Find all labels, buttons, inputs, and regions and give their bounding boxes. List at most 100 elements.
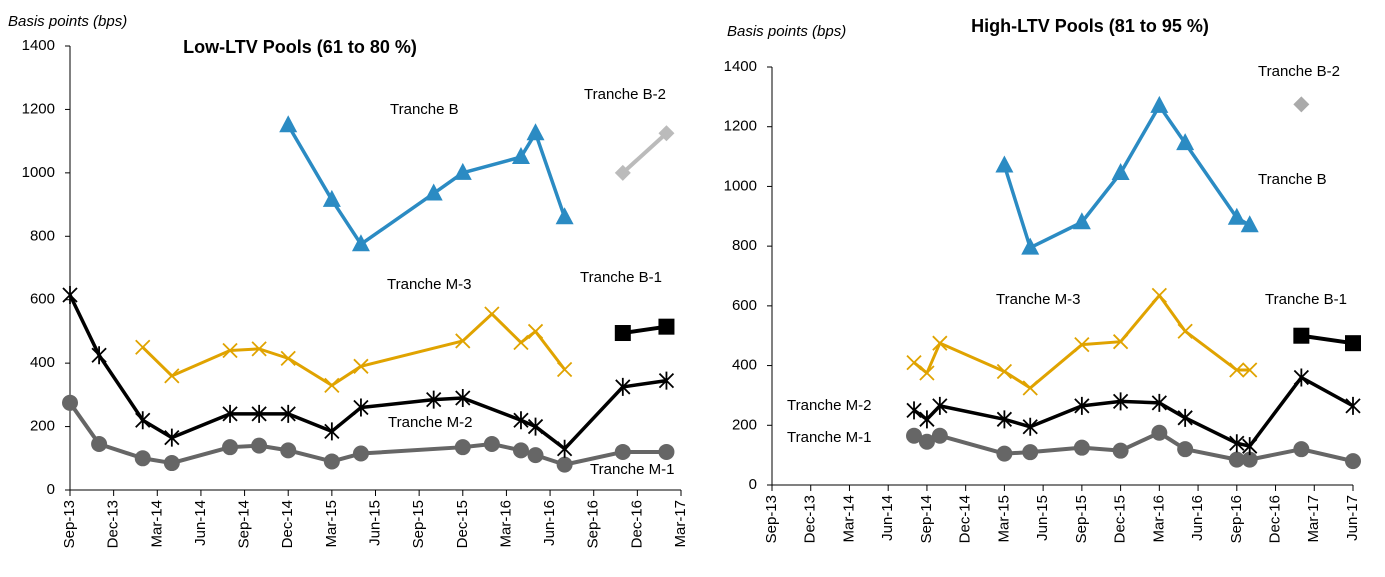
- marker: [1112, 442, 1129, 459]
- marker: [1229, 434, 1245, 453]
- marker: [614, 325, 631, 342]
- marker: [1229, 362, 1245, 378]
- marker: [1022, 417, 1038, 436]
- marker: [527, 447, 544, 464]
- series-label: Tranche B-1: [580, 269, 662, 286]
- marker: [526, 123, 545, 141]
- marker: [1150, 95, 1169, 113]
- x-tick-label: Dec-13: [802, 495, 819, 543]
- marker: [251, 437, 268, 454]
- marker: [906, 354, 922, 371]
- marker: [1242, 362, 1258, 378]
- series-line: [1002, 104, 1251, 250]
- series-label: Tranche B-2: [1258, 63, 1340, 80]
- y-tick-label: 0: [749, 476, 757, 493]
- marker: [251, 404, 267, 423]
- marker: [906, 401, 922, 420]
- x-tick-label: Jun-16: [1189, 495, 1206, 541]
- marker: [1073, 439, 1090, 456]
- marker: [454, 439, 471, 456]
- marker: [1241, 451, 1258, 468]
- marker: [513, 411, 529, 430]
- marker: [556, 439, 573, 458]
- series-line: [913, 293, 1250, 390]
- marker: [1112, 334, 1129, 350]
- x-tick-label: Dec-14: [279, 500, 296, 548]
- marker: [135, 339, 151, 355]
- marker: [1074, 396, 1090, 415]
- marker: [932, 396, 948, 415]
- x-tick-label: Mar-14: [840, 495, 857, 543]
- marker: [164, 428, 180, 447]
- series-line: [68, 294, 667, 451]
- x-tick-label: Dec-15: [454, 500, 471, 548]
- y-tick-label: 200: [30, 418, 55, 435]
- marker: [323, 453, 340, 470]
- marker: [932, 335, 948, 351]
- x-tick-label: Jun-14: [192, 500, 209, 546]
- series-line: [913, 430, 1354, 464]
- marker: [1293, 327, 1310, 344]
- y-tick-label: 1400: [22, 37, 55, 54]
- marker: [353, 358, 369, 374]
- marker: [352, 445, 369, 462]
- marker: [483, 436, 500, 453]
- marker: [322, 189, 341, 207]
- x-tick-label: Sep-15: [410, 500, 427, 548]
- marker: [1177, 408, 1193, 427]
- y-tick-label: 400: [30, 354, 55, 371]
- series-line: [141, 312, 566, 387]
- marker: [658, 318, 675, 335]
- series-label: Tranche M-3: [996, 291, 1080, 308]
- marker: [1112, 392, 1129, 411]
- y-tick-label: 200: [732, 416, 757, 433]
- marker: [1177, 323, 1193, 339]
- series-label: Tranche M-1: [590, 461, 674, 478]
- marker: [1240, 215, 1259, 233]
- marker: [511, 147, 530, 164]
- y-axis-label: Basis points (bps): [8, 13, 127, 30]
- marker: [1345, 453, 1361, 470]
- marker: [555, 207, 574, 225]
- y-tick-label: 1200: [724, 118, 757, 135]
- x-tick-label: Mar-16: [1150, 495, 1167, 543]
- marker: [426, 390, 442, 409]
- marker: [919, 365, 935, 381]
- marker: [424, 183, 443, 201]
- marker: [1022, 444, 1039, 461]
- marker: [279, 115, 298, 133]
- marker: [918, 433, 935, 450]
- marker: [164, 368, 180, 384]
- marker: [353, 398, 369, 417]
- marker: [919, 410, 935, 429]
- marker: [324, 422, 340, 441]
- marker: [455, 333, 471, 349]
- marker: [513, 334, 529, 351]
- marker: [1151, 393, 1167, 412]
- marker: [615, 377, 631, 396]
- series-label: Tranche M-2: [787, 397, 871, 414]
- marker: [931, 427, 948, 444]
- marker: [1345, 335, 1361, 352]
- x-tick-label: Jun-17: [1344, 495, 1361, 541]
- marker: [453, 162, 472, 180]
- y-tick-label: 800: [30, 227, 55, 244]
- chart-title: Low-LTV Pools (61 to 80 %): [183, 37, 417, 57]
- series-line: [286, 124, 567, 246]
- marker: [1227, 207, 1246, 225]
- marker: [1022, 380, 1038, 396]
- x-tick-label: Sep-15: [1073, 495, 1090, 543]
- x-tick-label: Jun-15: [1034, 495, 1051, 541]
- marker: [91, 346, 107, 365]
- x-tick-label: Jun-14: [879, 495, 896, 541]
- x-tick-label: Dec-15: [1112, 495, 1129, 543]
- marker: [484, 306, 500, 322]
- marker: [996, 445, 1013, 462]
- marker: [251, 341, 267, 357]
- x-tick-label: Dec-16: [628, 500, 645, 548]
- y-tick-label: 1000: [22, 164, 55, 181]
- marker: [1072, 212, 1091, 230]
- marker: [91, 436, 108, 453]
- x-tick-label: Mar-17: [1305, 495, 1322, 543]
- series-label: Tranche M-2: [388, 414, 472, 431]
